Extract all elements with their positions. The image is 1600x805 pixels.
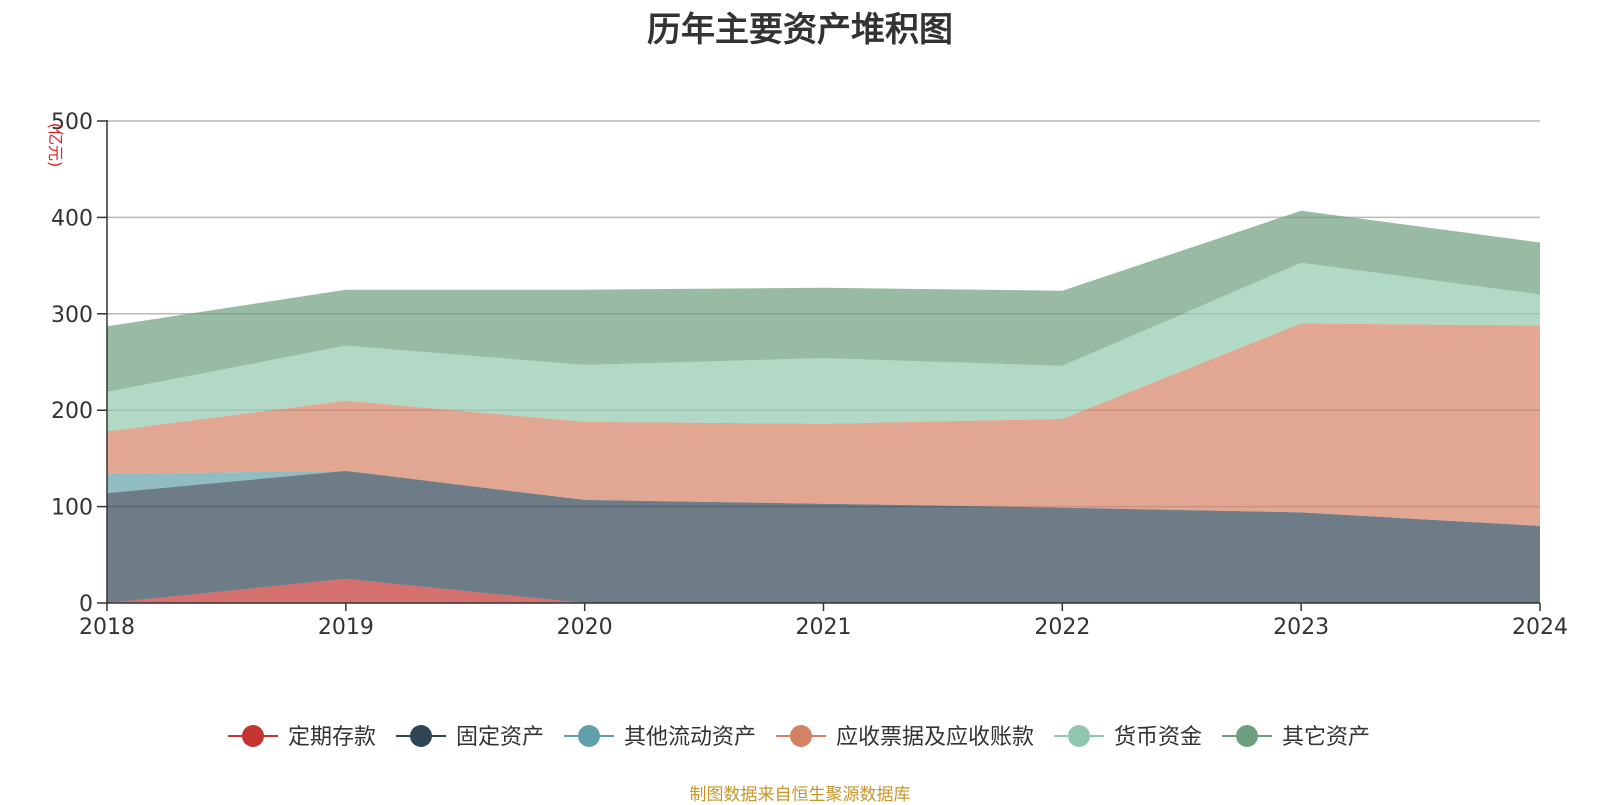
legend-item-3: 其他流动资产 bbox=[564, 725, 756, 750]
y-tick-label-400: 400 bbox=[51, 206, 93, 231]
area-series-4 bbox=[107, 323, 1540, 526]
area-series-5 bbox=[107, 262, 1540, 432]
area-series-2 bbox=[107, 470, 1540, 603]
legend-item-1: 定期存款 bbox=[228, 725, 376, 750]
legend-label: 其他流动资产 bbox=[624, 725, 756, 750]
y-tick-label-100: 100 bbox=[51, 496, 93, 521]
area-series-6 bbox=[107, 210, 1540, 392]
x-tick-label-2023: 2023 bbox=[1273, 615, 1329, 640]
legend-marker bbox=[1236, 725, 1258, 747]
area-series-3 bbox=[107, 470, 1540, 526]
area-layer bbox=[107, 210, 1540, 603]
legend-marker bbox=[242, 725, 264, 747]
x-tick-label-2021: 2021 bbox=[796, 615, 852, 640]
x-tick-label-2020: 2020 bbox=[557, 615, 613, 640]
axis-layer: 0 100 200 300 400 500 2018 2019 2020 2021 2022 2023… bbox=[46, 110, 1568, 640]
x-tick-label-2022: 2022 bbox=[1034, 615, 1090, 640]
area-series-1 bbox=[107, 578, 1540, 603]
legend-item-4: 应收票据及应收账款 bbox=[776, 725, 1034, 750]
legend-label: 其它资产 bbox=[1282, 725, 1370, 750]
legend-marker bbox=[790, 725, 812, 747]
legend-item-6: 其它资产 bbox=[1222, 725, 1370, 750]
x-tick-label-2018: 2018 bbox=[79, 615, 135, 640]
y-axis-unit-label: (亿元) bbox=[46, 123, 65, 168]
y-tick-label-500: 500 bbox=[51, 110, 93, 135]
legend: 定期存款 固定资产 其他流动资产 应收票据及应收账款 货币资金 其它资产 bbox=[228, 725, 1370, 750]
x-tick-label-2019: 2019 bbox=[318, 615, 374, 640]
y-tick-label-300: 300 bbox=[51, 303, 93, 328]
x-tick-label-2024: 2024 bbox=[1512, 615, 1568, 640]
legend-label: 固定资产 bbox=[456, 725, 544, 750]
legend-label: 货币资金 bbox=[1114, 725, 1202, 750]
y-tick-label-0: 0 bbox=[79, 592, 93, 617]
legend-label: 应收票据及应收账款 bbox=[836, 725, 1034, 750]
legend-marker bbox=[1068, 725, 1090, 747]
legend-marker bbox=[410, 725, 432, 747]
legend-item-5: 货币资金 bbox=[1054, 725, 1202, 750]
legend-item-2: 固定资产 bbox=[396, 725, 544, 750]
legend-marker bbox=[578, 725, 600, 747]
source-note: 制图数据来自恒生聚源数据库 bbox=[689, 785, 911, 805]
legend-label: 定期存款 bbox=[288, 725, 376, 750]
chart-title: 历年主要资产堆积图 bbox=[647, 10, 953, 50]
y-tick-label-200: 200 bbox=[51, 399, 93, 424]
